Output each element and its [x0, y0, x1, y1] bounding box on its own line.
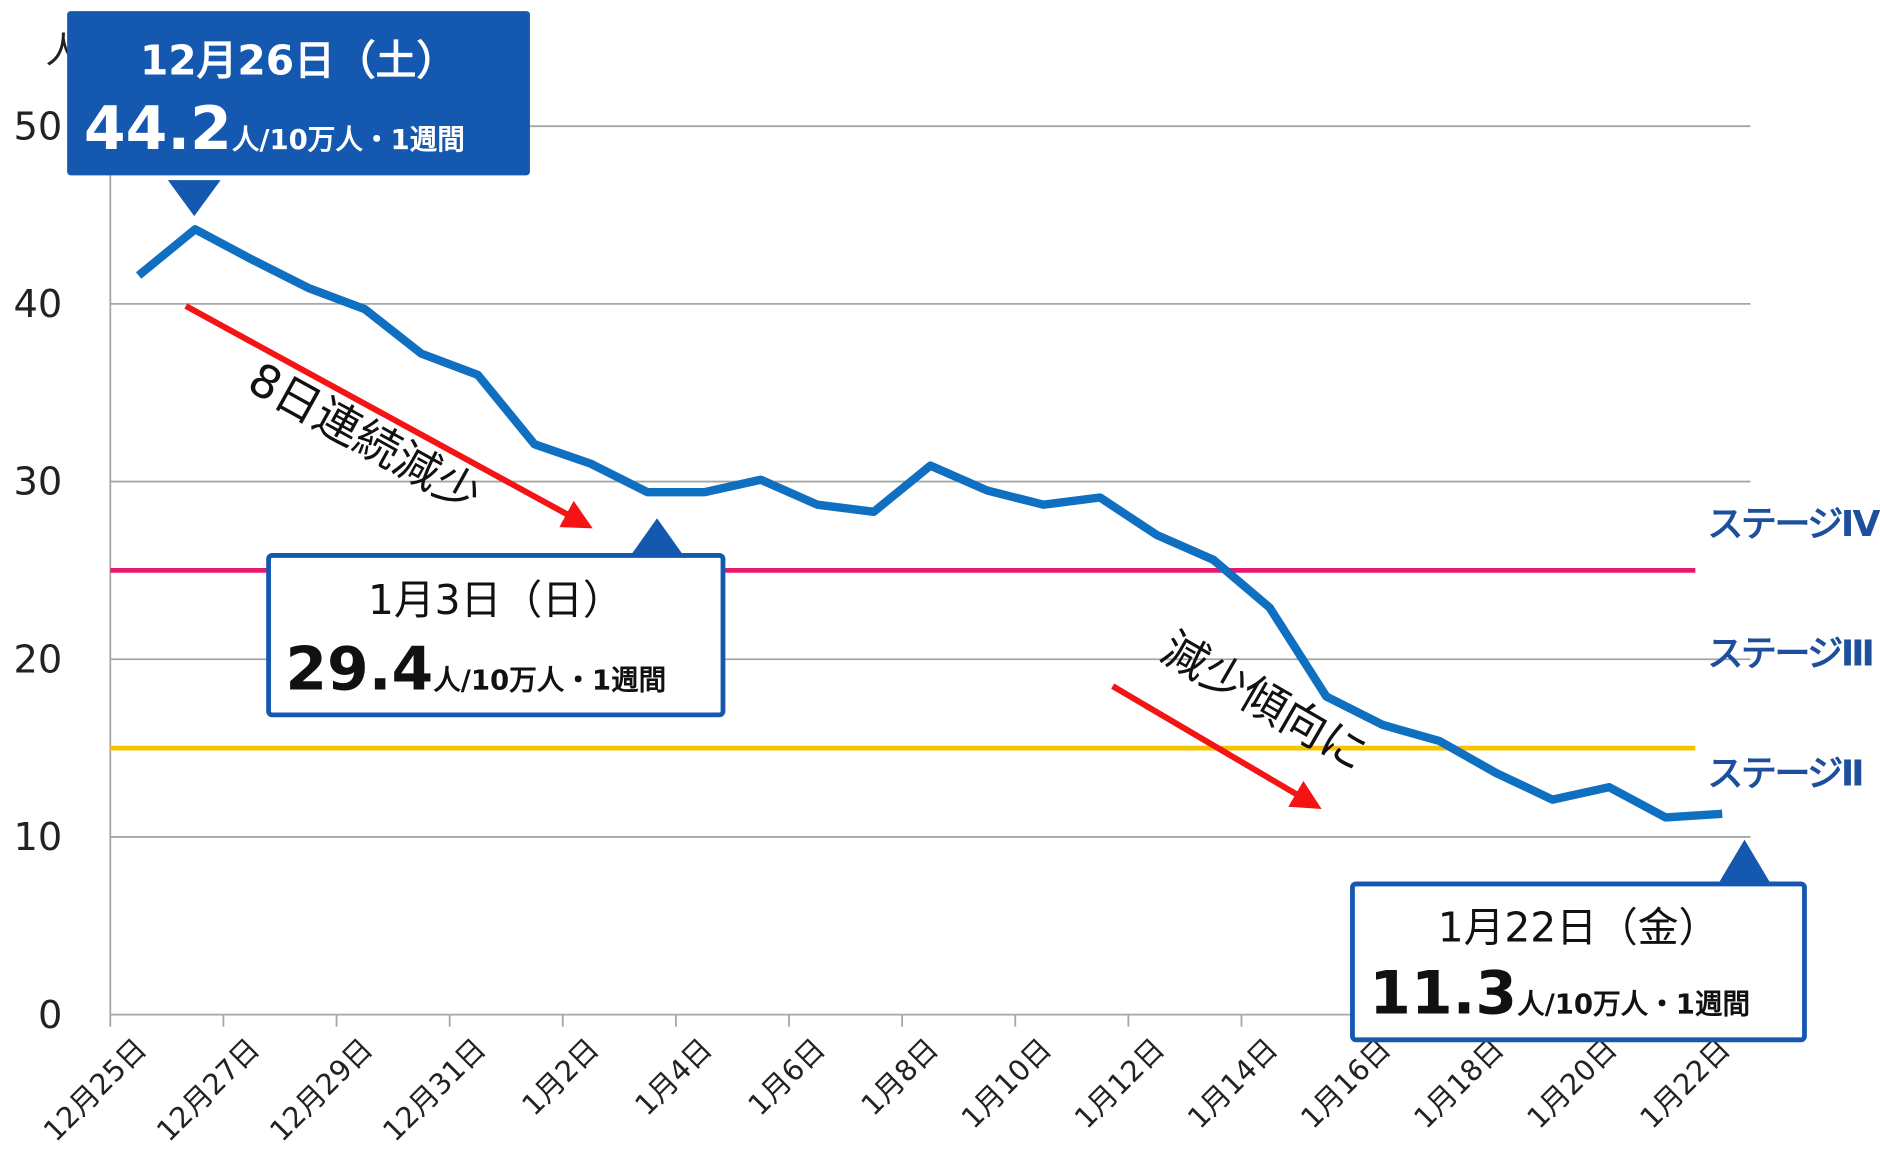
callout-box	[67, 11, 530, 176]
callout-unit: 人/10万人・1週間	[1517, 987, 1750, 1020]
callout-value: 11.3人/10万人・1週間	[1369, 958, 1750, 1028]
trend-arrow	[1111, 683, 1322, 810]
callout-value: 29.4人/10万人・1週間	[285, 635, 666, 705]
stage-label: ステージⅢ	[1707, 634, 1872, 675]
callout-number: 29.4	[285, 635, 433, 705]
callout-date: 1月3日（日）	[368, 576, 624, 624]
callout-date: 1月22日（金）	[1438, 903, 1720, 951]
callout-unit: 人/10万人・1週間	[232, 123, 465, 156]
y-tick-label: 40	[14, 282, 63, 327]
y-tick-label: 0	[38, 993, 62, 1038]
stage-label: ステージⅡ	[1707, 754, 1862, 795]
y-tick-label: 30	[14, 460, 63, 505]
trend-arrow	[184, 303, 593, 529]
callout-number: 11.3	[1369, 958, 1517, 1028]
data-line	[135, 225, 1723, 822]
callout-pointer	[1718, 839, 1771, 884]
callout-date: 12月26日（土）	[140, 37, 457, 85]
y-tick-label: 50	[14, 104, 63, 149]
callout-box	[1350, 881, 1807, 1043]
callout-unit: 人/10万人・1週間	[433, 664, 666, 697]
callout-number: 44.2	[84, 94, 232, 164]
callout-pointer	[167, 180, 221, 217]
callout-value: 44.2人/10万人・1週間	[84, 94, 465, 164]
callout-box	[266, 553, 726, 718]
y-tick-label: 20	[14, 637, 63, 682]
callout-pointer	[630, 518, 684, 556]
y-tick-label: 10	[14, 815, 63, 860]
stage-label: ステージⅣ	[1707, 504, 1880, 545]
